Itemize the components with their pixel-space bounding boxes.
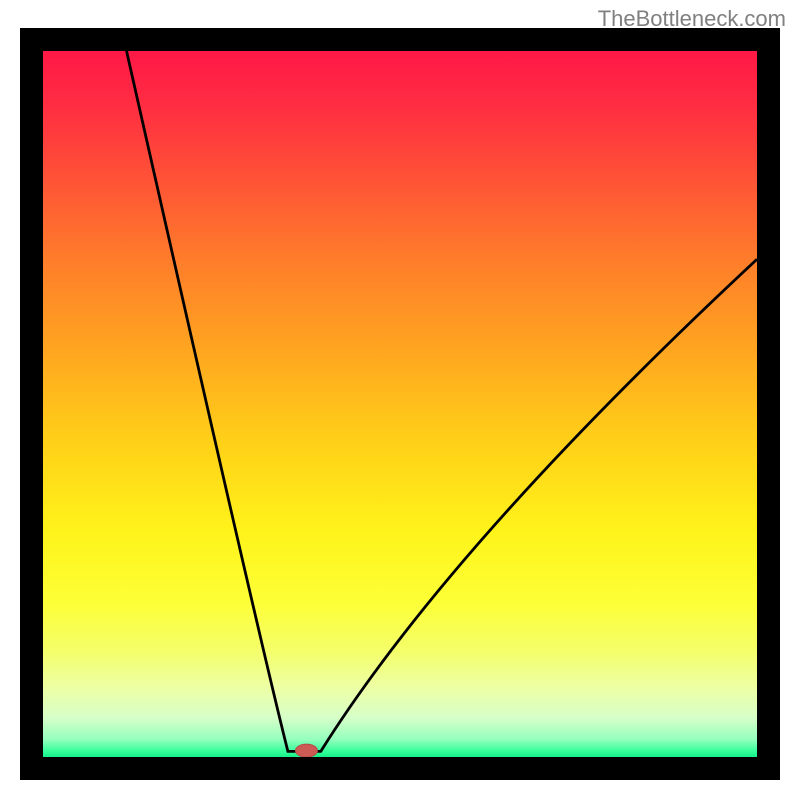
watermark-text: TheBottleneck.com: [598, 6, 786, 32]
chart-container: TheBottleneck.com: [0, 0, 800, 800]
optimum-marker: [295, 744, 317, 757]
plot-svg: [0, 0, 800, 800]
